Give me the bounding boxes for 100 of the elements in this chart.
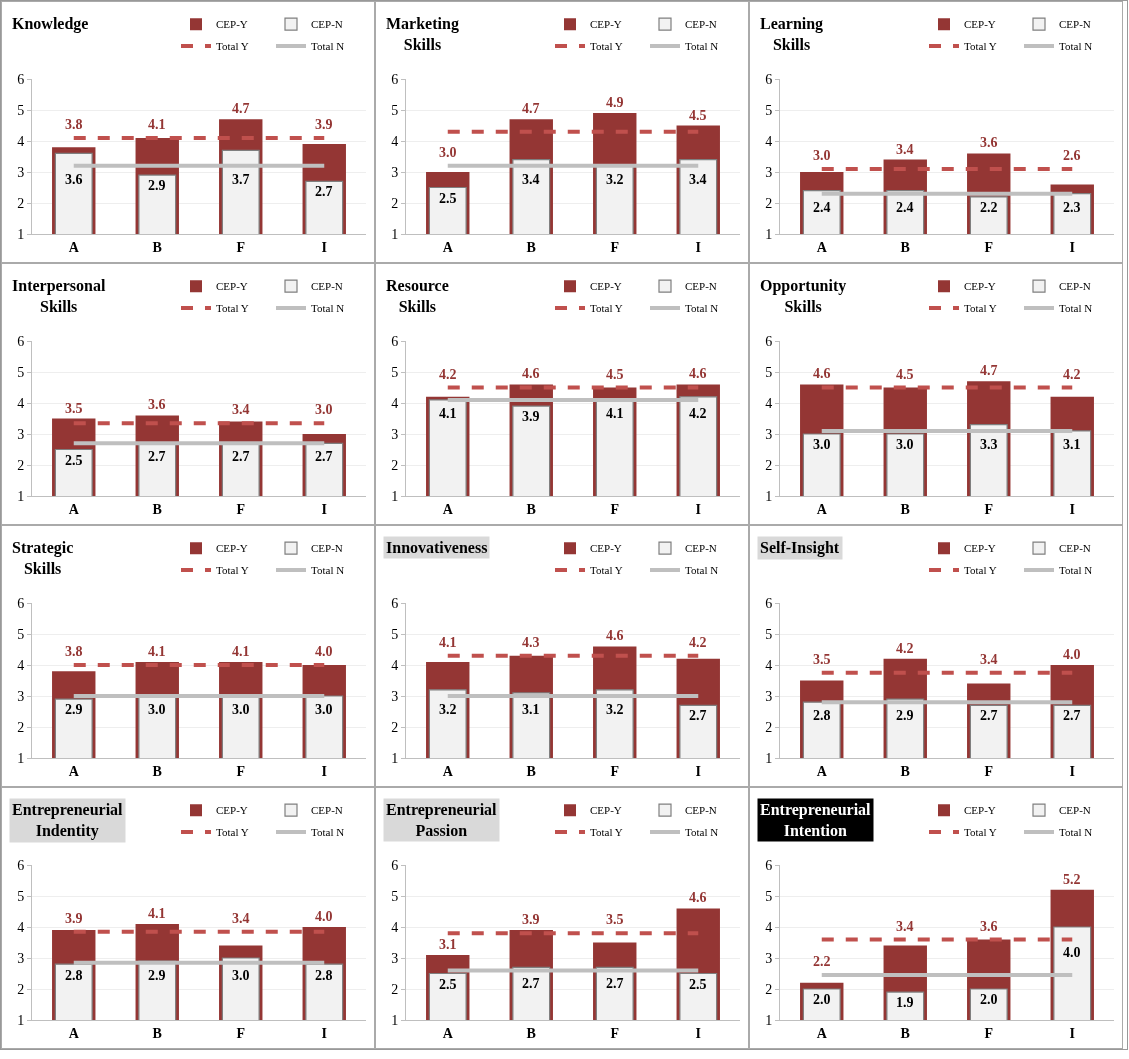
data-label: 3.9 [522, 409, 540, 424]
y-tick-label: 3 [765, 950, 773, 966]
legend-label: CEP-Y [216, 18, 248, 31]
data-label: 2.2 [813, 954, 831, 969]
data-label: 3.2 [606, 172, 624, 187]
legend-label: CEP-N [1059, 542, 1091, 555]
y-tick-label: 6 [17, 595, 25, 611]
data-label: 4.3 [522, 635, 540, 650]
data-label: 2.2 [980, 200, 998, 215]
legend-label: CEP-Y [590, 18, 622, 31]
data-label: 3.0 [232, 702, 250, 717]
legend-label: Total N [685, 302, 719, 315]
data-label: 4.7 [980, 363, 998, 378]
legend-label: Total N [1059, 826, 1093, 839]
data-label: 4.2 [689, 635, 707, 650]
y-tick-label: 4 [765, 919, 773, 935]
x-tick-label: I [695, 501, 701, 517]
y-tick-label: 5 [391, 626, 399, 642]
legend-label: Total N [1059, 40, 1093, 53]
data-label: 4.0 [1063, 945, 1081, 960]
y-tick-label: 1 [765, 226, 773, 242]
chart-title: Entrepreneurial Passion [386, 801, 498, 839]
data-label: 3.5 [813, 652, 831, 667]
y-tick-label: 2 [17, 457, 25, 473]
y-tick-label: 4 [17, 657, 25, 673]
y-tick-label: 2 [17, 719, 25, 735]
data-label: 2.5 [439, 977, 457, 992]
chart-title: Opportunity Skills [760, 277, 847, 315]
y-tick-label: 4 [391, 657, 399, 673]
data-label: 3.9 [315, 117, 333, 132]
data-label: 2.9 [148, 178, 166, 193]
data-label: 3.9 [65, 911, 83, 926]
chart-title: Entrepreneurial Indentity [12, 801, 124, 840]
data-label: 3.4 [689, 172, 707, 187]
legend-label: Total Y [964, 40, 997, 53]
y-tick-label: 4 [391, 919, 399, 935]
data-label: 3.5 [606, 912, 624, 927]
data-label: 2.3 [1063, 200, 1081, 215]
data-label: 4.1 [606, 406, 624, 421]
x-tick-label: A [68, 1025, 80, 1041]
legend-label: Total Y [216, 40, 249, 53]
data-label: 2.7 [232, 449, 250, 464]
y-tick-label: 2 [765, 719, 773, 735]
x-tick-label: B [526, 239, 536, 255]
data-label: 3.0 [148, 702, 166, 717]
data-label: 3.4 [522, 172, 540, 187]
y-tick-label: 6 [765, 333, 773, 349]
legend-label: Total Y [216, 826, 249, 839]
y-tick-label: 3 [391, 426, 399, 442]
data-label: 2.7 [315, 449, 333, 464]
y-tick-label: 5 [17, 888, 25, 904]
y-tick-label: 4 [17, 133, 25, 149]
data-label: 4.0 [315, 644, 333, 659]
legend-label: CEP-Y [964, 804, 996, 817]
data-label: 3.1 [522, 702, 540, 717]
data-label: 3.2 [606, 702, 624, 717]
x-tick-label: B [526, 1025, 536, 1041]
data-label: 2.9 [65, 702, 83, 717]
y-tick-label: 5 [17, 364, 25, 380]
y-tick-label: 6 [17, 333, 25, 349]
y-tick-label: 4 [17, 395, 25, 411]
data-label: 2.5 [65, 453, 83, 468]
x-tick-label: F [610, 239, 620, 255]
y-tick-label: 5 [391, 102, 399, 118]
data-label: 4.2 [439, 367, 457, 382]
data-label: 3.8 [65, 644, 83, 659]
data-label: 3.0 [813, 148, 831, 163]
y-tick-label: 2 [17, 981, 25, 997]
data-label: 4.6 [689, 366, 707, 381]
y-tick-label: 1 [17, 1012, 25, 1028]
data-label: 3.4 [232, 911, 250, 926]
x-tick-label: F [984, 239, 994, 255]
data-label: 3.4 [232, 402, 250, 417]
data-label: 3.0 [896, 437, 914, 452]
chart-title: Innovativeness [386, 539, 488, 556]
y-tick-label: 3 [391, 688, 399, 704]
data-label: 3.4 [980, 652, 998, 667]
chart-title: Knowledge [12, 15, 89, 33]
legend-label: Total N [311, 564, 345, 577]
legend-label: CEP-Y [216, 804, 248, 817]
x-tick-label: F [236, 239, 246, 255]
y-tick-label: 4 [765, 395, 773, 411]
data-label: 3.6 [980, 919, 998, 934]
data-label: 2.8 [315, 968, 333, 983]
legend-label: Total Y [590, 302, 623, 315]
y-tick-label: 3 [17, 164, 25, 180]
y-tick-label: 2 [765, 457, 773, 473]
data-label: 4.0 [315, 909, 333, 924]
y-tick-label: 5 [765, 888, 773, 904]
x-tick-label: I [1069, 763, 1075, 779]
x-tick-label: B [152, 1025, 162, 1041]
data-label: 3.8 [65, 117, 83, 132]
legend-label: CEP-N [311, 18, 343, 31]
legend-label: Total N [311, 302, 345, 315]
y-tick-label: 6 [17, 857, 25, 873]
data-label: 2.5 [439, 191, 457, 206]
legend-label: CEP-N [311, 280, 343, 293]
data-label: 3.4 [896, 142, 914, 157]
legend-label: CEP-N [311, 804, 343, 817]
x-tick-label: I [695, 239, 701, 255]
